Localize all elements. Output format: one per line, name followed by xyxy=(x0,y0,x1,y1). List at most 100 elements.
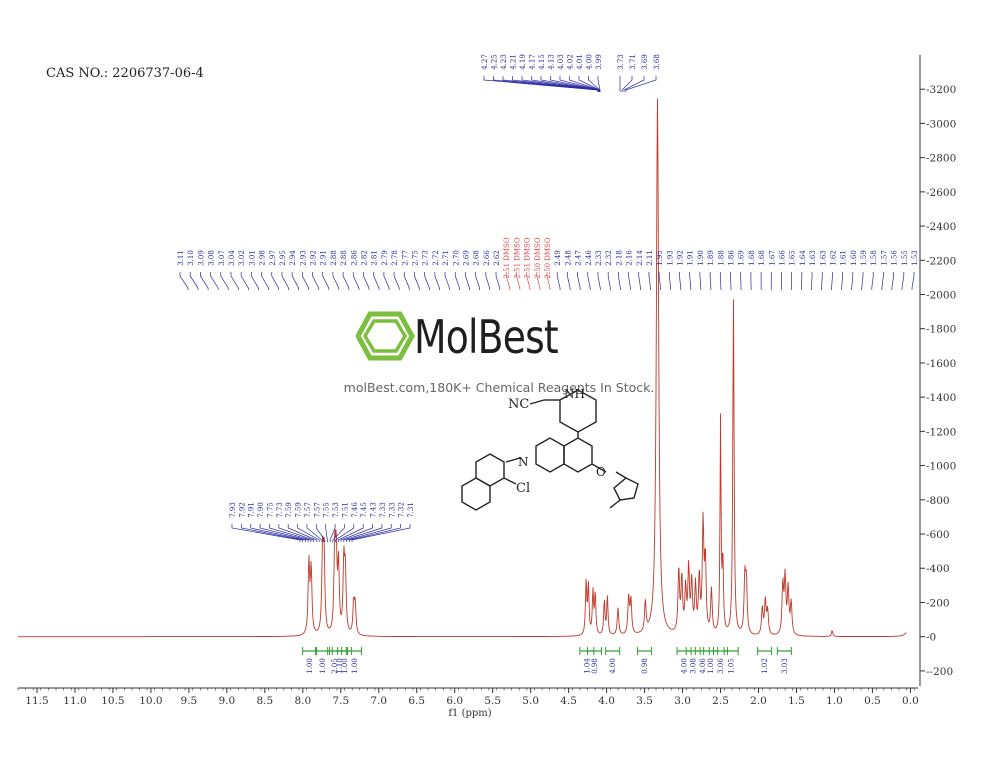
peak-label: 1.56 xyxy=(891,250,899,266)
peak-label-leader xyxy=(414,272,420,290)
peak-label-leader xyxy=(241,524,304,542)
peak-label: 2.50 DMSO xyxy=(544,237,552,278)
peak-label: 7.93 xyxy=(229,502,237,518)
peak-label: 1.89 xyxy=(707,250,715,266)
x-tick-label: 0.5 xyxy=(864,695,881,707)
integral-value: 1.02 xyxy=(761,658,769,674)
peak-label: 1.61 xyxy=(840,250,848,266)
peak-label: 4.15 xyxy=(538,54,546,70)
peak-label: 3.69 xyxy=(641,54,649,70)
peak-label: 2.92 xyxy=(310,250,318,266)
peak-label: 1.59 xyxy=(860,250,868,266)
peak-label-leader xyxy=(658,272,661,290)
peak-label: 3.11 xyxy=(177,250,185,266)
peak-label: 4.02 xyxy=(567,54,575,70)
peak-label-leader xyxy=(250,524,306,542)
molbest-logo: MolBest xyxy=(356,308,656,368)
peak-label: 2.95 xyxy=(279,250,287,266)
peak-label: 2.18 xyxy=(615,250,623,266)
peak-label-leader xyxy=(210,272,219,290)
peak-label-leader xyxy=(220,272,229,290)
peak-label: 7.75 xyxy=(266,502,274,518)
peak-label-leader xyxy=(240,272,249,290)
integral-value: 3.06 xyxy=(717,658,725,674)
peak-label: 1.60 xyxy=(850,250,858,266)
peak-label-leader xyxy=(325,524,328,542)
peak-label: 3.04 xyxy=(228,250,236,266)
integral-value: 2.05 xyxy=(331,658,339,674)
peak-label: 1.64 xyxy=(799,250,807,266)
x-tick-label: 9.0 xyxy=(219,695,236,707)
peak-label: 2.72 xyxy=(432,250,440,266)
peak-label-leader xyxy=(403,272,410,290)
peak-label: 3.73 xyxy=(617,54,625,70)
peak-label-leader xyxy=(352,272,360,290)
x-tick-label: 4.5 xyxy=(560,695,577,707)
peak-label: 7.43 xyxy=(370,502,378,518)
peak-label-leader xyxy=(346,524,392,542)
peak-label-leader xyxy=(512,76,599,92)
peak-label: 2.50 DMSO xyxy=(534,237,542,278)
peak-label: 2.62 xyxy=(493,250,501,266)
x-tick-label: 7.0 xyxy=(370,695,387,707)
peak-label: 2.68 xyxy=(473,250,481,266)
peak-label-leader xyxy=(271,272,279,290)
peak-label: 2.94 xyxy=(289,250,297,266)
peak-label-leader xyxy=(269,524,312,542)
x-tick-label: 8.0 xyxy=(294,695,311,707)
peak-label-leader xyxy=(297,524,320,542)
x-tick-label: 0.0 xyxy=(902,695,919,707)
peak-label-leader xyxy=(618,272,621,290)
peak-label-leader xyxy=(621,76,633,92)
peak-label-leader xyxy=(871,272,874,290)
peak-label-leader xyxy=(597,76,601,92)
y-tick-label: -3200 xyxy=(926,84,956,96)
peak-label-leader xyxy=(709,272,712,290)
peak-label-group: 4.27 4.25 4.23 4.21 4.19 4.17 4.15 4.13 4.03 4.02… xyxy=(481,54,603,92)
x-tick-label: 3.0 xyxy=(674,695,691,707)
peak-label-leader xyxy=(351,524,411,542)
peak-label: 2.47 xyxy=(575,250,583,266)
peak-labels: 4.27 4.25 4.23 4.21 4.19 4.17 4.15 4.13 4.03 4.02… xyxy=(177,54,919,542)
integral-value: 1.00 xyxy=(319,658,327,674)
x-tick-label: 5.0 xyxy=(522,695,539,707)
peak-label-leader xyxy=(689,272,692,290)
peak-label-leader xyxy=(348,524,401,542)
peak-label: 7.59 xyxy=(285,502,293,518)
peak-label-leader xyxy=(306,524,323,542)
peak-label: 1.93 xyxy=(666,250,674,266)
x-tick-label: 3.5 xyxy=(636,695,653,707)
peak-label: 3.09 xyxy=(197,250,205,266)
peak-label: 4.03 xyxy=(557,54,565,70)
peak-label: 2.49 xyxy=(554,250,562,266)
peak-label: 1.88 xyxy=(717,250,725,266)
peak-label-leader xyxy=(625,76,657,92)
x-tick-label: 11.0 xyxy=(63,695,86,707)
peak-label-leader xyxy=(536,272,541,290)
peak-label: 7.46 xyxy=(351,502,359,518)
peak-label: 1.62 xyxy=(829,250,837,266)
cl-label: Cl xyxy=(516,481,530,496)
peak-label-leader xyxy=(546,272,551,290)
integral-value: 0.98 xyxy=(591,658,599,674)
peak-label: 7.92 xyxy=(238,502,246,518)
integral-value: 3.08 xyxy=(690,658,698,674)
x-tick-label: 5.5 xyxy=(484,695,501,707)
peak-label-leader xyxy=(526,272,531,290)
peak-label-leader xyxy=(230,272,239,290)
peak-label: 2.97 xyxy=(269,250,277,266)
peak-label-leader xyxy=(337,524,364,542)
peak-label-leader xyxy=(278,524,315,542)
integral-value: 4.00 xyxy=(609,658,617,674)
peak-label-leader xyxy=(505,272,511,290)
x-tick-label: 1.5 xyxy=(788,695,805,707)
cas-number: CAS NO.: 2206737-06-4 xyxy=(46,66,204,81)
peak-label-leader xyxy=(434,272,440,290)
peak-label: 7.32 xyxy=(398,502,406,518)
peak-label-leader xyxy=(189,272,199,290)
peak-label: 4.21 xyxy=(510,54,518,70)
peak-label: 7.31 xyxy=(407,502,415,518)
peak-label: 2.33 xyxy=(595,250,603,266)
peak-label-leader xyxy=(719,272,722,290)
peak-label: 1.92 xyxy=(677,250,685,266)
